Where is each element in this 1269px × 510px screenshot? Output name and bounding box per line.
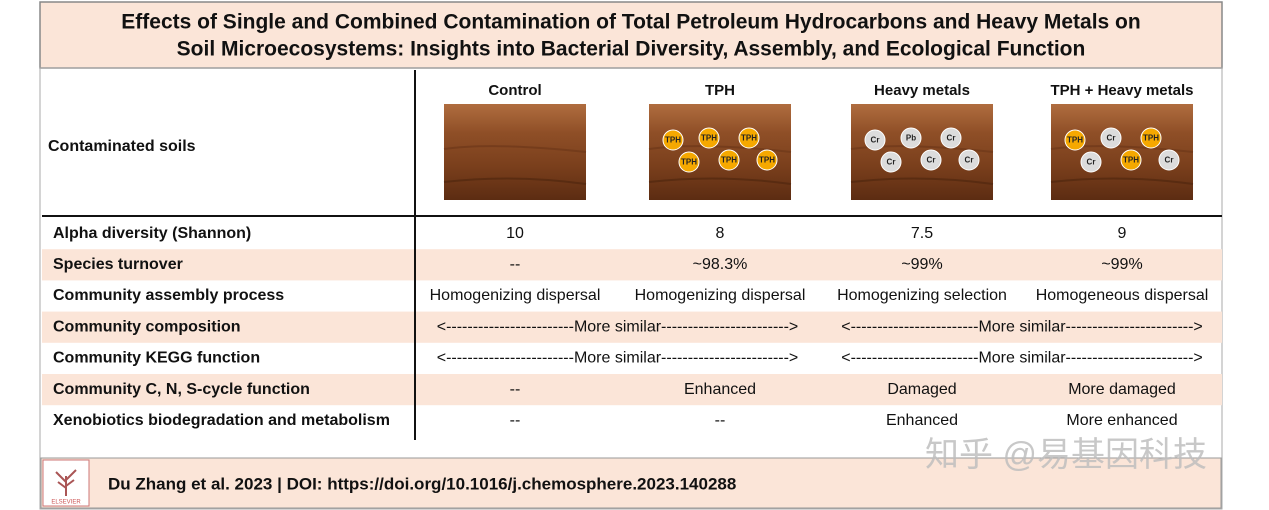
logo-text: ELSEVIER (51, 500, 81, 506)
particle-label: TPH (721, 156, 737, 165)
cell: 10 (506, 225, 524, 242)
particle-label: TPH (701, 134, 717, 143)
particle-label: Cr (1107, 134, 1116, 143)
particle (880, 151, 902, 173)
cell: ~99% (901, 256, 942, 273)
particle-label: Cr (887, 158, 896, 167)
particle-label: Cr (1087, 158, 1096, 167)
citation: Du Zhang et al. 2023 | DOI: https://doi.… (108, 474, 736, 493)
particle (718, 149, 740, 171)
particle (678, 151, 700, 173)
cell: More enhanced (1066, 412, 1177, 429)
particle-label: TPH (1123, 156, 1139, 165)
particle-label: TPH (1143, 134, 1159, 143)
particle-label: Pb (906, 134, 916, 143)
particle (1158, 149, 1180, 171)
particle (1080, 151, 1102, 173)
cell: Homogenizing dispersal (430, 287, 601, 304)
particle (698, 127, 720, 149)
particle (738, 127, 760, 149)
particle-label: TPH (741, 134, 757, 143)
cell: -- (510, 256, 521, 273)
cell: Homogenizing selection (837, 287, 1007, 304)
particle (662, 129, 684, 151)
particle-label: Cr (871, 136, 880, 145)
row-label: Community KEGG function (53, 350, 260, 367)
row-label: Community composition (53, 318, 241, 335)
particle-label: Cr (1165, 156, 1174, 165)
particle (1064, 129, 1086, 151)
cell: ~98.3% (693, 256, 748, 273)
title-box (39, 1, 1223, 69)
column-header: Heavy metals (874, 82, 970, 99)
cell: Homogeneous dispersal (1036, 287, 1209, 304)
cell: 7.5 (911, 225, 933, 242)
row-shade (42, 311, 1222, 343)
row-label: Xenobiotics biodegradation and metabolis… (53, 412, 390, 429)
row-label: Community assembly process (53, 287, 284, 304)
particle (900, 127, 922, 149)
particle-label: TPH (759, 156, 775, 165)
particle-label: Cr (927, 156, 936, 165)
row-shade (42, 249, 1222, 281)
cell: <------------------------More similar---… (437, 318, 799, 335)
particle (958, 149, 980, 171)
particle (940, 127, 962, 149)
cell: Damaged (887, 381, 956, 398)
row-label: Contaminated soils (48, 138, 196, 155)
cell: <------------------------More similar---… (437, 350, 799, 367)
row-label: Species turnover (53, 256, 183, 273)
particle-label: Cr (965, 156, 974, 165)
row-label: Alpha diversity (Shannon) (53, 225, 251, 242)
particle (864, 129, 886, 151)
cell: -- (510, 381, 521, 398)
cell: <------------------------More similar---… (841, 350, 1203, 367)
soil-image (444, 104, 586, 200)
cell: More damaged (1068, 381, 1176, 398)
title-line: Effects of Single and Combined Contamina… (121, 11, 1140, 34)
soil-layer (648, 177, 792, 185)
particle (756, 149, 778, 171)
cell: Enhanced (886, 412, 958, 429)
column-header: TPH + Heavy metals (1051, 82, 1194, 99)
row-label: Community C, N, S-cycle function (53, 381, 310, 398)
cell: -- (510, 412, 521, 429)
particle-label: TPH (1067, 136, 1083, 145)
soil-layer (850, 177, 994, 185)
row-shade (42, 374, 1222, 406)
footer-box (40, 457, 1222, 509)
cell: -- (715, 412, 726, 429)
cell: <------------------------More similar---… (841, 318, 1203, 335)
particle (1100, 127, 1122, 149)
cell: Enhanced (684, 381, 756, 398)
particle (920, 149, 942, 171)
particle-label: TPH (665, 136, 681, 145)
cell: ~99% (1101, 256, 1142, 273)
particle-label: Cr (947, 134, 956, 143)
soil-layer (443, 177, 587, 185)
cell: 8 (716, 225, 725, 242)
particle (1120, 149, 1142, 171)
watermark: 知乎 @易基因科技 (925, 436, 1207, 474)
soil-layer (1050, 177, 1194, 185)
frame (39, 67, 1223, 510)
cell: 9 (1118, 225, 1127, 242)
title-line: Soil Microecosystems: Insights into Bact… (177, 38, 1086, 61)
soil-layer (443, 145, 587, 153)
column-header: TPH (705, 82, 735, 99)
column-header: Control (488, 82, 541, 99)
logo-tree (55, 469, 77, 496)
particle (1140, 127, 1162, 149)
cell: Homogenizing dispersal (635, 287, 806, 304)
particle-label: TPH (681, 158, 697, 167)
